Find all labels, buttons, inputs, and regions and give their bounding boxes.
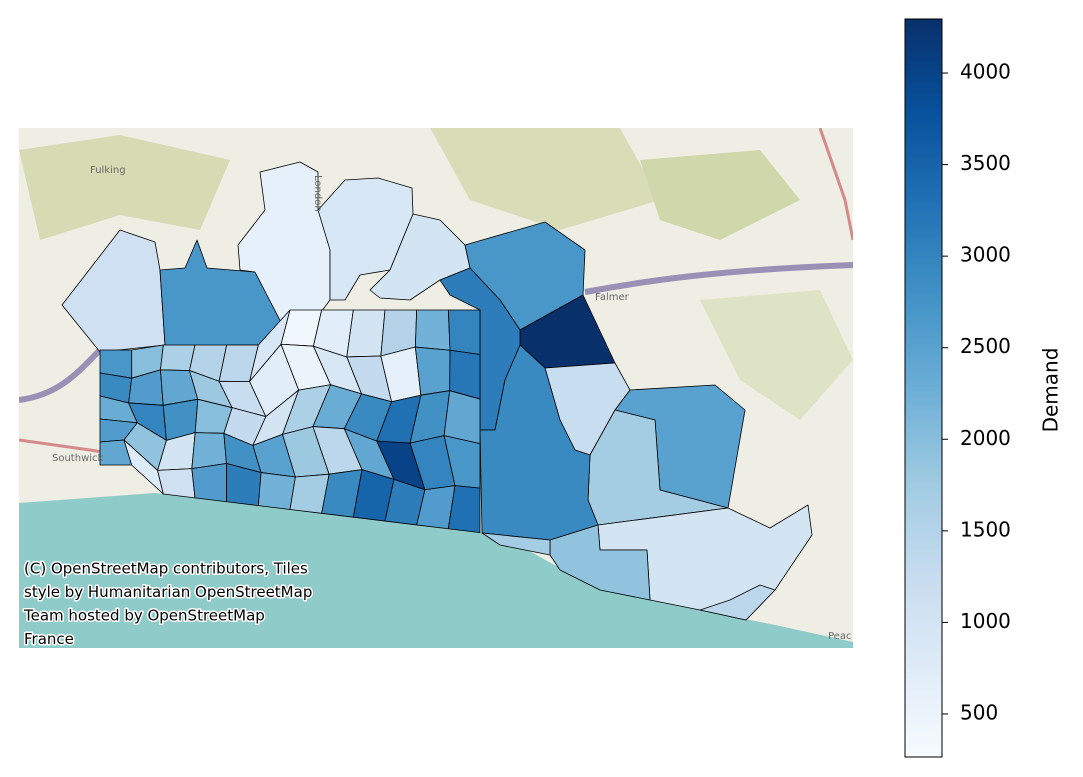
place-label: Southwick <box>52 453 104 464</box>
park <box>430 128 660 230</box>
park <box>640 150 800 240</box>
regions <box>61 161 813 621</box>
place-label: London <box>312 175 323 212</box>
place-label: Peac <box>828 631 851 642</box>
region <box>699 584 776 621</box>
colorbar-tick-label: 1500 <box>960 517 1011 541</box>
region <box>447 485 481 534</box>
region <box>160 344 196 371</box>
region <box>191 432 227 470</box>
region <box>549 524 651 601</box>
attribution-line: style by Humanitarian OpenStreetMap <box>24 583 312 601</box>
sea <box>19 493 853 648</box>
colorbar-tick-label: 4000 <box>960 60 1011 84</box>
place-label: Fulking <box>90 165 126 176</box>
attribution-line: (C) OpenStreetMap contributors, Tiles <box>24 560 308 578</box>
region <box>346 309 386 358</box>
attribution-line: Team hosted by OpenStreetMap <box>23 607 265 625</box>
region <box>191 463 228 503</box>
park <box>700 290 853 420</box>
region <box>157 468 196 499</box>
attribution-line: France <box>24 630 74 648</box>
region <box>257 472 296 510</box>
colorbar-tick-label: 3500 <box>960 151 1011 175</box>
colorbar-tick-label: 1000 <box>960 609 1011 633</box>
region <box>447 309 481 355</box>
road <box>19 347 103 403</box>
labels: Fulking London Falmer Southwick Peac (C) Open… <box>22 165 852 650</box>
region <box>481 532 551 556</box>
region <box>443 390 481 444</box>
basemap <box>19 128 853 648</box>
colorbar-tick-label: 500 <box>960 700 998 724</box>
road <box>818 128 853 241</box>
region <box>414 346 451 396</box>
colorbar-tick-label: 2000 <box>960 426 1011 450</box>
colorbar-label: Demand <box>1039 348 1063 433</box>
region <box>414 309 451 351</box>
road <box>584 262 853 295</box>
colorbar <box>904 18 943 758</box>
place-label: Falmer <box>595 292 630 303</box>
region <box>369 213 471 301</box>
park <box>19 135 230 240</box>
colorbar-tick-label: 3000 <box>960 243 1011 267</box>
colorbar-tick-label: 2500 <box>960 334 1011 358</box>
